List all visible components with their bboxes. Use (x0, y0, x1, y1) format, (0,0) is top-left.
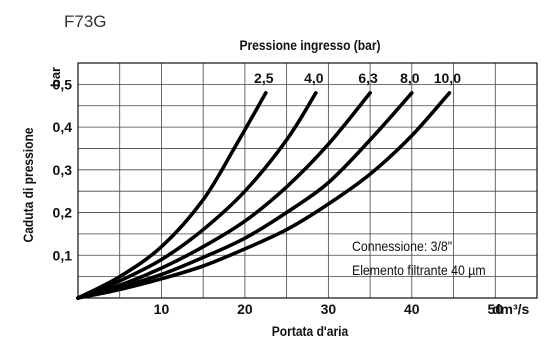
series-label: 10,0 (434, 70, 461, 86)
chart-title: Pressione ingresso (bar) (239, 37, 380, 53)
series-label: 4,0 (304, 70, 324, 86)
y-tick-label: 0,3 (53, 162, 73, 178)
series-line (76, 91, 318, 300)
y-tick-label: 0,1 (53, 247, 73, 263)
series-line (76, 91, 452, 300)
x-tick-label: 50 (487, 301, 503, 317)
series-label: 8,0 (400, 70, 420, 86)
annotation-filter: Elemento filtrante 40 µm (352, 262, 486, 278)
x-unit-label: dm³/s (492, 301, 530, 317)
y-tick-label: 0,2 (53, 205, 73, 221)
series-line (76, 91, 268, 300)
annotation-box: Connessione: 3/8" Elemento filtrante 40 … (352, 238, 486, 278)
x-axis-label: Portata d'aria (272, 323, 349, 339)
x-tick-label: 40 (404, 301, 420, 317)
y-unit-label: bar (48, 67, 63, 87)
plot-frame (77, 62, 538, 299)
y-axis-label: Caduta di pressione (20, 128, 36, 243)
y-tick-label: 0,5 (53, 76, 73, 92)
series-curves (76, 91, 452, 300)
series-label: 6,3 (358, 70, 378, 86)
x-tick-label: 30 (321, 301, 337, 317)
series-line (76, 91, 372, 300)
x-tick-label: 20 (237, 301, 253, 317)
series-line (76, 91, 414, 300)
x-tick-label: 10 (154, 301, 170, 317)
series-labels: 2,5 4,0 6,3 8,0 10,0 (254, 70, 461, 86)
annotation-connection: Connessione: 3/8" (352, 238, 452, 254)
series-label: 2,5 (254, 70, 274, 86)
y-tick-label: 0,4 (53, 119, 73, 135)
model-label: F73G (64, 12, 107, 31)
grid-lines (77, 62, 538, 299)
